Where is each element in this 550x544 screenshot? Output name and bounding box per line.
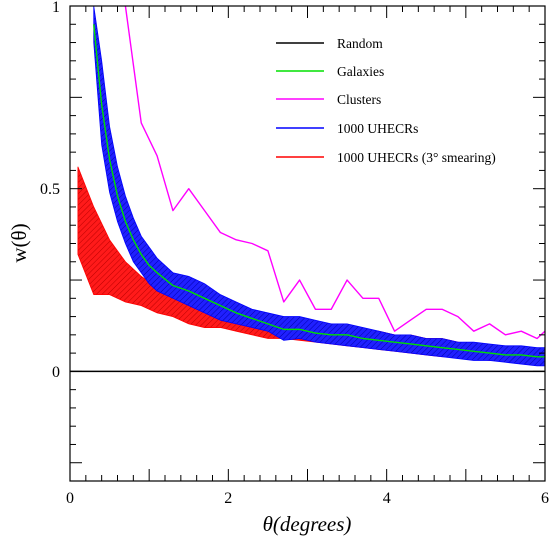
axis-ticks [69,5,546,482]
plot-area [70,6,545,373]
legend-label-galaxies: Galaxies [337,64,384,79]
legend-label-random: Random [337,36,383,51]
y-tick-label-1: 1 [52,0,60,16]
y-tick-label-0.5: 0.5 [40,181,60,198]
x-tick-label-2: 2 [224,490,232,507]
legend-label-clusters: Clusters [337,92,381,107]
y-tick-label-0: 0 [52,364,60,381]
x-axis-title: θ(degrees) [263,512,352,536]
x-tick-label-0: 0 [66,490,74,507]
band-1000-uhecrs [93,6,545,367]
y-axis-title: w(θ) [7,223,31,262]
legend: Random Galaxies Clusters 1000 UHECRs 100… [276,36,496,165]
series-line-clusters [124,6,545,340]
x-tick-label-4: 4 [383,490,391,507]
x-tick-label-6: 6 [541,490,549,507]
legend-label-uhecr: 1000 UHECRs [337,121,418,136]
legend-label-smeared: 1000 UHECRs (3° smearing) [337,150,496,165]
series-line-galaxies [93,24,545,358]
